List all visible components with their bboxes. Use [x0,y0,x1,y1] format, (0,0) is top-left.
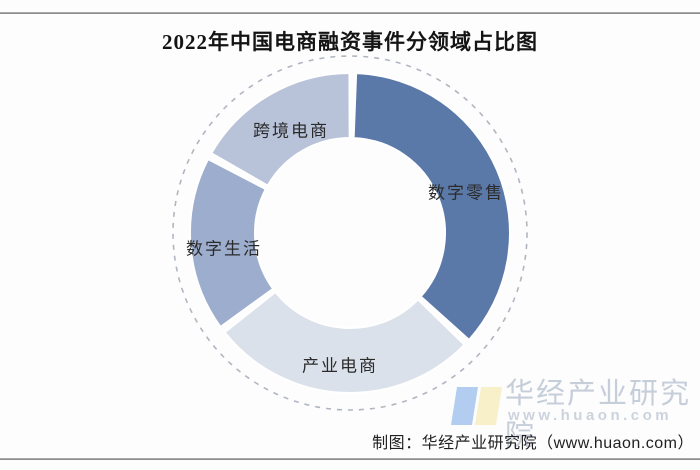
dashed-ring-decoration [172,55,528,411]
segment-label-0: 数字零售 [428,183,504,203]
source-caption: 制图：华经产业研究院（www.huaon.com） [372,435,694,452]
donut-segment-0 [352,72,511,342]
segment-label-2: 数字生活 [186,239,262,259]
bottom-divider [0,458,700,460]
segment-label-3: 跨境电商 [253,121,329,141]
segment-label-1: 产业电商 [302,356,378,376]
page-title: 2022年中国电商融资事件分领域占比图 [162,30,538,54]
donut-segment-2 [189,157,275,329]
top-divider [0,12,700,14]
donut-segments [189,71,511,394]
donut-segment-3 [209,71,351,187]
donut-segment-1 [223,290,466,394]
